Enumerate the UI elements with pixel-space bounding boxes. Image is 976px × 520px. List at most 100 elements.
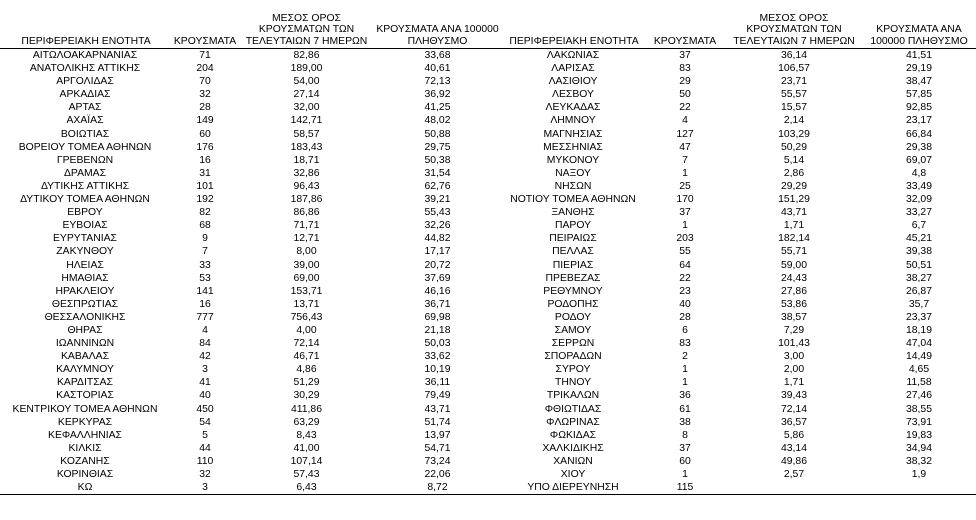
cell-cases: 16 [199, 298, 211, 310]
cell-region: ΗΜΑΘΙΑΣ [61, 272, 109, 284]
cell-region: ΦΘΙΩΤΙΔΑΣ [544, 403, 602, 415]
cell-avg7: 411,86 [290, 403, 322, 415]
cell-region: ΓΡΕΒΕΝΩΝ [56, 154, 114, 166]
table-row: ΡΟΔΟΥ 28 38,57 23,37 [502, 311, 976, 324]
cell-region: ΛΑΚΩΝΙΑΣ [546, 50, 600, 61]
header-region: ΠΕΡΙΦΕΡΕΙΑΚΗ ΕΝΟΤΗΤΑ [21, 36, 151, 48]
table-row: ΝΑΞΟΥ 1 2,86 4,8 [502, 167, 976, 180]
header-per100k: ΚΡΟΥΣΜΑΤΑ ΑΝΑ 100000 ΠΛΗΘΥΣΜΟ [376, 24, 499, 48]
cell-region: ΝΑΞΟΥ [555, 167, 591, 179]
cell-cases: 5 [202, 429, 208, 441]
cell-per100k: 50,38 [424, 154, 451, 166]
cell-cases: 141 [196, 285, 214, 297]
cell-per100k: 20,72 [424, 259, 451, 271]
cell-region: ΛΑΣΙΘΙΟΥ [548, 76, 598, 88]
cell-avg7: 3,00 [783, 351, 805, 363]
cell-avg7: 82,86 [293, 50, 320, 61]
cell-avg7: 43,14 [780, 442, 807, 454]
cell-cases: 50 [679, 89, 691, 101]
cell-region: ΦΩΚΙΔΑΣ [549, 429, 597, 441]
table-row: ΥΠΟ ΔΙΕΡΕΥΝΗΣΗ 115 [502, 481, 976, 496]
cell-cases: 8 [682, 429, 688, 441]
table-row: ΠΕΙΡΑΙΩΣ 203 182,14 45,21 [502, 232, 976, 245]
cell-per100k: 19,83 [905, 429, 932, 441]
cell-region: ΧΙΟΥ [560, 469, 586, 480]
table-row: ΑΝΑΤΟΛΙΚΗΣ ΑΤΤΙΚΗΣ 204 189,00 40,61 [0, 62, 502, 75]
cell-cases: 1 [682, 469, 688, 480]
cell-region: ΘΕΣΣΑΛΟΝΙΚΗΣ [44, 311, 126, 323]
cell-avg7: 756,43 [290, 311, 323, 323]
cell-per100k: 33,62 [424, 351, 451, 363]
cell-avg7: 2,86 [783, 167, 805, 179]
cell-region: ΚΕΝΤΡΙΚΟΥ ΤΟΜΕΑ ΑΘΗΝΩΝ [12, 403, 158, 415]
cell-avg7: 39,00 [293, 259, 320, 271]
cell-region: ΚΑΛΥΜΝΟΥ [56, 364, 114, 376]
cell-cases: 4 [202, 324, 208, 336]
table-row: ΜΕΣΣΗΝΙΑΣ 47 50,29 29,38 [502, 141, 976, 154]
cell-cases: 1 [682, 364, 688, 376]
cell-cases: 149 [196, 115, 214, 127]
cell-avg7: 63,29 [293, 416, 320, 428]
cell-per100k: 23,37 [905, 311, 932, 323]
cell-avg7: 101,43 [778, 338, 810, 350]
cell-per100k: 22,06 [424, 469, 451, 480]
header-per100k: ΚΡΟΥΣΜΑΤΑ ΑΝΑ 100000 ΠΛΗΘΥΣΜΟ [870, 24, 968, 48]
cell-per100k: 14,49 [905, 351, 932, 363]
table-row: ΣΠΟΡΑΔΩΝ 2 3,00 14,49 [502, 350, 976, 363]
cell-cases: 47 [679, 141, 691, 153]
cell-cases: 3 [202, 364, 208, 376]
table-row: ΚΕΝΤΡΙΚΟΥ ΤΟΜΕΑ ΑΘΗΝΩΝ 450 411,86 43,71 [0, 403, 502, 416]
cell-avg7: 1,71 [783, 377, 805, 389]
cell-per100k: 29,19 [905, 63, 932, 75]
cell-cases: 31 [199, 167, 211, 179]
cell-avg7: 69,00 [293, 272, 320, 284]
cell-avg7: 13,71 [293, 298, 320, 310]
cell-cases: 32 [199, 89, 211, 101]
table-row: ΛΑΣΙΘΙΟΥ 29 23,71 38,47 [502, 75, 976, 88]
cell-cases: 25 [679, 180, 691, 192]
table-row: ΕΥΡΥΤΑΝΙΑΣ 9 12,71 44,82 [0, 232, 502, 245]
table-row: ΚΙΛΚΙΣ 44 41,00 54,71 [0, 442, 502, 455]
cell-cases: 23 [679, 285, 691, 297]
cell-region: ΘΗΡΑΣ [67, 324, 103, 336]
table-row: ΣΑΜΟΥ 6 7,29 18,19 [502, 324, 976, 337]
cell-cases: 4 [682, 115, 688, 127]
table-row: ΡΟΔΟΠΗΣ 40 53,86 35,7 [502, 298, 976, 311]
cell-cases: 82 [199, 207, 211, 219]
cell-region: ΠΙΕΡΙΑΣ [552, 259, 594, 271]
cell-region: ΤΡΙΚΑΛΩΝ [546, 390, 600, 402]
header-region: ΠΕΡΙΦΕΡΕΙΑΚΗ ΕΝΟΤΗΤΑ [509, 36, 639, 48]
cell-per100k: 54,71 [424, 442, 451, 454]
cell-region: ΑΝΑΤΟΛΙΚΗΣ ΑΤΤΙΚΗΣ [29, 63, 141, 75]
cell-per100k: 8,72 [373, 481, 502, 496]
cell-cases: 6 [682, 324, 688, 336]
table-row: ΚΑΒΑΛΑΣ 42 46,71 33,62 [0, 350, 502, 363]
table-row: ΠΕΛΛΑΣ 55 55,71 39,38 [502, 245, 976, 258]
header-cases: ΚΡΟΥΣΜΑΤΑ [653, 36, 717, 48]
table-row: ΑΡΚΑΔΙΑΣ 32 27,14 36,92 [0, 88, 502, 101]
cell-cases: 1 [682, 220, 688, 232]
cell-per100k: 50,03 [424, 338, 451, 350]
cell-cases: 61 [679, 403, 691, 415]
cell-cases: 777 [196, 311, 214, 323]
table-row: ΦΘΙΩΤΙΔΑΣ 61 72,14 38,55 [502, 403, 976, 416]
cell-cases: 38 [679, 416, 691, 428]
cell-cases: 3 [170, 481, 240, 496]
cell-cases: 42 [199, 351, 211, 363]
cell-per100k: 32,26 [424, 220, 451, 232]
cell-avg7: 53,86 [780, 298, 807, 310]
cell-per100k: 31,54 [424, 167, 451, 179]
cell-cases: 450 [196, 403, 214, 415]
cell-region: ΜΕΣΣΗΝΙΑΣ [543, 141, 603, 153]
table-row: ΕΥΒΟΙΑΣ 68 71,71 32,26 [0, 219, 502, 232]
cell-per100k: 66,84 [905, 128, 932, 140]
cell-per100k: 39,38 [905, 246, 932, 258]
cell-per100k: 11,58 [906, 377, 932, 389]
cell-avg7: 72,14 [293, 338, 320, 350]
cell-avg7: 55,71 [780, 246, 807, 258]
cell-cases: 33 [199, 259, 211, 271]
cell-per100k: 27,46 [905, 390, 932, 402]
cell-per100k: 38,32 [905, 455, 932, 467]
table-row: ΑΡΤΑΣ 28 32,00 41,25 [0, 101, 502, 114]
cell-avg7: 183,43 [290, 141, 323, 153]
